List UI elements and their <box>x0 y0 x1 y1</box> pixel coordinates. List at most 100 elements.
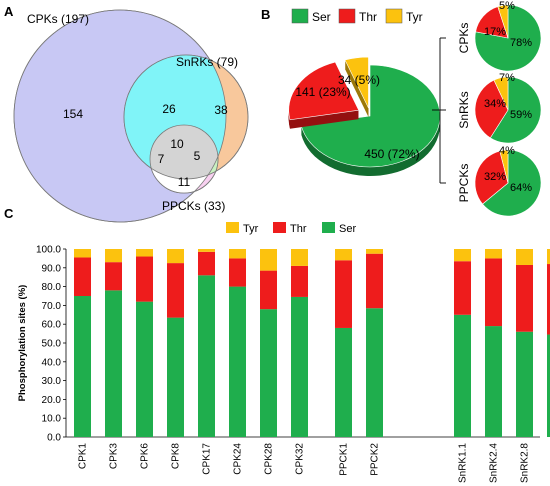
bar-segment-tyr <box>198 249 215 252</box>
x-tick-label: CPK17 <box>202 443 213 475</box>
pie-legend-thr: Thr <box>338 8 377 24</box>
venn-count-cpk-only: 154 <box>63 107 83 121</box>
small-pie-cpks: CPKs 78% 17% 5% <box>457 0 542 72</box>
bar-segment-tyr <box>291 249 308 266</box>
bar-cpk3: CPK3 <box>105 249 122 469</box>
main-pie-chart: 450 (72%) 141 (23%)34 (5%) <box>288 56 441 176</box>
venn-diagram: CPKs (197) SnRKs (79) PPCKs (33) 154 26 … <box>13 9 249 223</box>
svg-text:Thr: Thr <box>290 223 307 235</box>
main-pie-label-ser: 450 (72%) <box>364 147 419 161</box>
svg-text:Ser: Ser <box>339 223 356 235</box>
main-pie-label-thr: 141 (23%) <box>295 85 350 99</box>
small-pie-label-thr: 17% <box>484 26 506 38</box>
panel-label-c: C <box>4 206 14 221</box>
bar-segment-thr <box>229 258 246 287</box>
bar-segment-ser <box>198 275 215 437</box>
small-pie-ppcks: PPCKs 64% 32% 4% <box>457 145 542 217</box>
bar-segment-thr <box>485 258 502 327</box>
small-pie-slice-ser <box>489 76 542 144</box>
panel-label-a: A <box>4 4 14 19</box>
small-pie-label-tyr: 5% <box>499 0 515 12</box>
bar-segment-ser <box>105 290 122 437</box>
bar-segment-ser <box>516 331 533 437</box>
bar-segment-thr <box>136 256 153 302</box>
bar-segment-ser <box>136 301 153 437</box>
x-tick-label: PPCK1 <box>339 443 350 476</box>
bar-segment-thr <box>335 260 352 328</box>
bar-segment-tyr <box>335 249 352 261</box>
y-tick-label: 60.0 <box>42 320 62 331</box>
venn-count-cpk-ppck: 7 <box>158 152 165 166</box>
x-tick-label: PPCK2 <box>370 443 381 476</box>
bar-cpk8: CPK8 <box>167 249 184 469</box>
pie-legend-ser: Ser <box>291 8 331 24</box>
x-tick-label: SnRK2.8 <box>520 443 531 483</box>
main-pie-label-tyr: 34 (5%) <box>338 73 380 87</box>
bar-segment-thr <box>167 263 184 318</box>
bar-segment-ser <box>366 308 383 437</box>
small-pie-title: CPKs <box>457 23 471 54</box>
bar-segment-ser <box>335 327 352 437</box>
y-tick-label: 70.0 <box>42 301 62 312</box>
y-tick-label: 20.0 <box>42 395 62 406</box>
bar-legend: Tyr Thr Ser <box>226 222 356 235</box>
main-pie-slice-tyr <box>344 56 369 118</box>
bar-cpk6: CPK6 <box>136 249 153 469</box>
bar-segment-tyr <box>260 249 277 271</box>
bar-segment-tyr <box>516 249 533 265</box>
bar-legend-ser: Ser <box>322 222 356 235</box>
x-tick-label: CPK24 <box>233 443 244 475</box>
small-pie-label-ser: 64% <box>510 182 532 194</box>
bar-segment-ser <box>547 334 550 437</box>
bar-snrk1-1: SnRK1.1 <box>454 249 471 483</box>
small-pie-title: SnRKs <box>457 91 471 128</box>
bar-segment-tyr <box>485 249 502 259</box>
pie-bracket <box>432 37 446 184</box>
small-pie-slice-thr <box>474 150 509 205</box>
bar-cpk28: CPK28 <box>260 249 277 475</box>
x-tick-label: CPK8 <box>171 443 182 470</box>
venn-label-snrks: SnRKs (79) <box>176 55 238 69</box>
svg-text:Thr: Thr <box>359 10 377 24</box>
y-tick-label: 50.0 <box>42 339 62 350</box>
bar-segment-thr <box>105 262 122 291</box>
small-pie-label-thr: 32% <box>484 171 506 183</box>
bar-segment-thr <box>366 253 383 309</box>
bar-cpk24: CPK24 <box>229 249 246 475</box>
bar-segment-ser <box>291 296 308 437</box>
bar-cpk17: CPK17 <box>198 249 215 475</box>
svg-text:Tyr: Tyr <box>243 223 259 235</box>
venn-count-snrk-ppck: 5 <box>194 149 201 163</box>
bar-segment-tyr <box>454 249 471 262</box>
small-pie-label-thr: 34% <box>484 98 506 110</box>
bar-segment-thr <box>198 251 215 276</box>
svg-text:Tyr: Tyr <box>406 10 423 24</box>
small-pie-label-ser: 78% <box>510 37 532 49</box>
bar-segment-thr <box>547 264 550 335</box>
bar-segment-thr <box>454 261 471 315</box>
svg-text:Ser: Ser <box>312 10 331 24</box>
bar-segment-thr <box>516 264 533 332</box>
bar-legend-thr: Thr <box>273 222 307 235</box>
main-pie-slice-ser <box>300 64 441 176</box>
y-axis-label: Phosphorylation sites (%) <box>17 285 28 402</box>
bar-segment-ser <box>260 309 277 437</box>
y-tick-label: 40.0 <box>42 357 62 368</box>
pie-legend-tyr: Tyr <box>385 8 423 24</box>
x-tick-label: CPK28 <box>264 443 275 475</box>
bar-snrk2-10: SnRK2.10 <box>547 249 550 437</box>
bar-segment-tyr <box>136 249 153 257</box>
bar-segment-tyr <box>167 249 184 264</box>
venn-count-ppck-only: 11 <box>178 175 191 189</box>
bar-ppck1: PPCK1 <box>335 249 352 476</box>
venn-count-snrk-only: 38 <box>214 103 228 117</box>
small-pie-slice-thr <box>474 79 509 139</box>
small-pie-slice-tyr <box>493 76 509 111</box>
x-tick-label: CPK3 <box>109 443 120 470</box>
small-pie-title: PPCKs <box>457 164 471 203</box>
small-pie-snrks: SnRKs 59% 34% 7% <box>457 72 542 144</box>
small-pie-label-ser: 59% <box>510 109 532 121</box>
venn-label-cpks: CPKs (197) <box>27 12 89 26</box>
bar-segment-thr <box>291 265 308 297</box>
